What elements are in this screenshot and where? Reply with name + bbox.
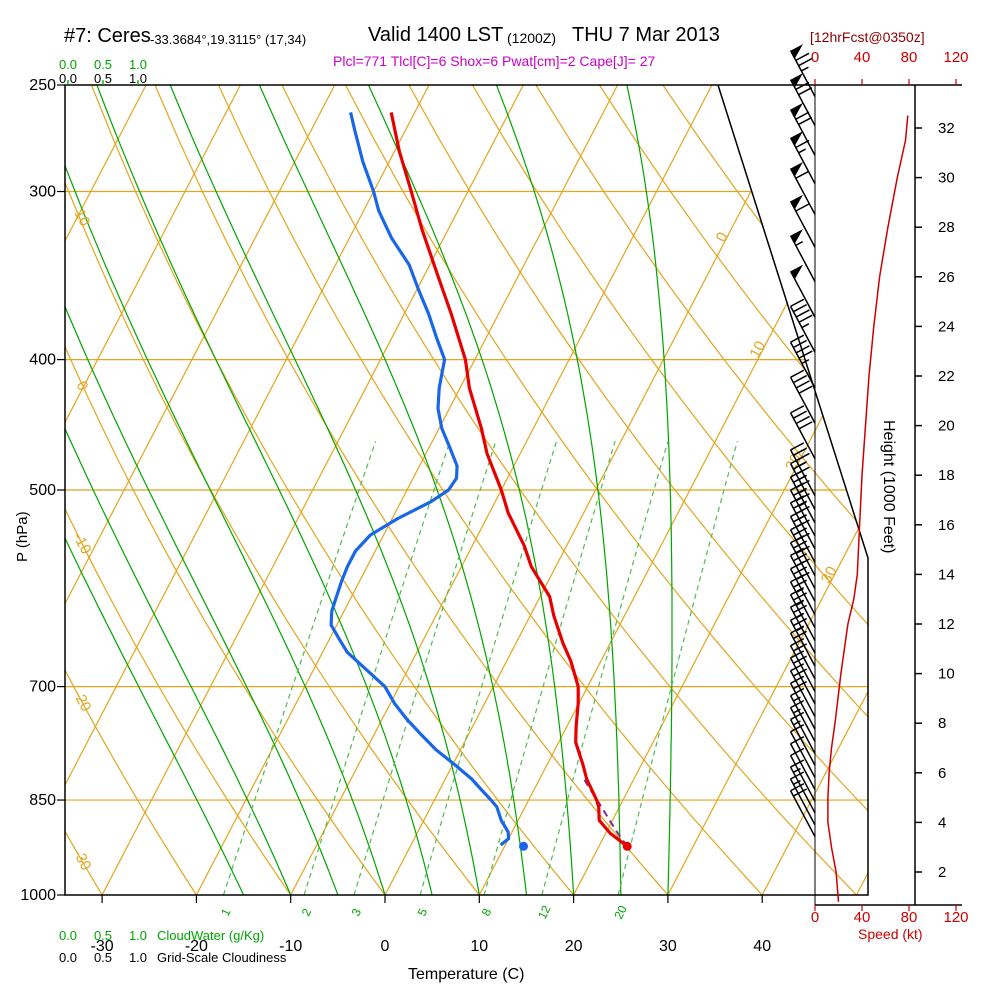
cloudiness-scale-top: 1.0 [129, 71, 147, 86]
isotherm-label: 10 [746, 338, 769, 361]
speed-tick-label-top: 80 [901, 49, 918, 66]
height-tick-label: 4 [938, 814, 946, 831]
speed-tick-label-bottom: 0 [811, 909, 819, 926]
valid-date: THU 7 Mar 2013 [572, 24, 720, 46]
mixing-ratio-label: 12 [535, 903, 554, 921]
dewpoint-curve [329, 112, 511, 847]
height-tick-label: 12 [938, 616, 955, 633]
pressure-tick-label: 500 [29, 482, 56, 499]
dry-adiabat-label: -30 [69, 846, 94, 873]
plot-boundary [64, 84, 962, 906]
mixing-ratio-label: 2 [299, 906, 315, 918]
pressure-tick-label: 300 [29, 184, 56, 201]
temp-tick-label: -20 [185, 938, 208, 955]
height-tick-label: 24 [938, 318, 955, 335]
speed-tick-label-top: 40 [854, 49, 871, 66]
temp-tick-label: -10 [279, 938, 302, 955]
isotherm-label: 0 [713, 229, 732, 244]
pressure-tick-label: 1000 [20, 887, 56, 904]
height-tick-label: 8 [938, 715, 946, 732]
pressure-tick-label: 400 [29, 352, 56, 369]
cloudwater-scale-top: 0.0 [59, 57, 77, 72]
sounding-parameters: Plcl=771 Tlcl[C]=6 Shox=6 Pwat[cm]=2 Cap… [333, 53, 656, 69]
cloudwater-scale-bottom: 0.0 [59, 928, 77, 943]
dry-adiabat-label: -20 [69, 687, 94, 714]
cloudiness-label: Grid-Scale Cloudiness [157, 950, 287, 965]
height-tick-label: 30 [938, 170, 955, 187]
cloudiness-scale-top: 0.5 [94, 71, 112, 86]
temp-tick-label: 0 [381, 938, 390, 955]
height-tick-label: 16 [938, 517, 955, 534]
surface-temp-dot [622, 841, 632, 851]
forecast-tag: [12hrFcst@0350z] [810, 29, 925, 45]
wind-speed-curve [827, 115, 909, 902]
isotherm-label: 30 [818, 564, 841, 587]
mixing-ratio-label: 5 [415, 906, 431, 918]
cloudiness-scale-bottom: 1.0 [129, 950, 147, 965]
cloudiness-scale-bottom: 0.0 [59, 950, 77, 965]
height-axis-label: Height (1000 Feet) [880, 420, 897, 554]
height-tick-label: 26 [938, 269, 955, 286]
background-grid [65, 85, 868, 895]
temp-tick-label: 10 [470, 938, 488, 955]
height-tick-label: 14 [938, 566, 955, 583]
speed-tick-label-top: 120 [943, 49, 968, 66]
temp-tick-label: 30 [659, 938, 677, 955]
cloudwater-label: CloudWater (g/Kg) [157, 928, 264, 943]
pressure-tick-label: 250 [29, 77, 56, 94]
height-tick-label: 32 [938, 120, 955, 137]
height-tick-label: 18 [938, 467, 955, 484]
station-coords: -33.3684°,19.3115° (17,34) [150, 32, 307, 47]
speed-tick-label-bottom: 120 [943, 909, 968, 926]
temp-tick-label: 20 [565, 938, 583, 955]
cloudwater-scale-top: 0.5 [94, 57, 112, 72]
height-tick-label: 10 [938, 666, 955, 683]
cloud-scales: 0.00.00.00.00.50.50.50.51.01.01.01.0Clou… [59, 57, 287, 965]
surface-dewpoint-dot [518, 841, 528, 851]
speed-axis-label: Speed (kt) [858, 926, 923, 942]
valid-time: Valid 1400 LST [368, 24, 504, 46]
station-title: #7: Ceres [64, 25, 151, 47]
mixing-ratio-label: 1 [218, 906, 234, 918]
height-tick-label: 22 [938, 368, 955, 385]
speed-tick-label-top: 0 [811, 49, 819, 66]
dry-adiabat-label: 0 [73, 378, 92, 393]
temp-tick-label: 40 [753, 938, 771, 955]
cloudwater-scale-bottom: 0.5 [94, 928, 112, 943]
sounding-profiles [329, 112, 632, 851]
height-tick-label: 6 [938, 765, 946, 782]
mixing-ratio-label: 20 [611, 903, 630, 921]
cloudiness-scale-top: 0.0 [59, 71, 77, 86]
wind-barbs [789, 44, 816, 838]
pressure-tick-label: 850 [29, 792, 56, 809]
mixing-ratio-label: 8 [479, 906, 495, 918]
temperature-axis-label: Temperature (C) [408, 966, 525, 983]
height-tick-label: 20 [938, 418, 955, 435]
speed-tick-label-bottom: 40 [854, 909, 871, 926]
mixing-ratio-label: 3 [349, 906, 365, 918]
pressure-tick-label: 700 [29, 679, 56, 696]
valid-zulu: (1200Z) [507, 30, 557, 46]
speed-tick-label-bottom: 80 [901, 909, 918, 926]
cloudiness-scale-bottom: 0.5 [94, 950, 112, 965]
dry-adiabat-label: 10 [71, 207, 94, 230]
cloudwater-scale-bottom: 1.0 [129, 928, 147, 943]
temp-tick-label: -30 [91, 938, 114, 955]
pressure-axis-label: P (hPa) [14, 511, 31, 562]
temperature-curve [389, 112, 629, 848]
height-tick-label: 28 [938, 219, 955, 236]
height-tick-label: 2 [938, 864, 946, 881]
cloudwater-scale-top: 1.0 [129, 57, 147, 72]
